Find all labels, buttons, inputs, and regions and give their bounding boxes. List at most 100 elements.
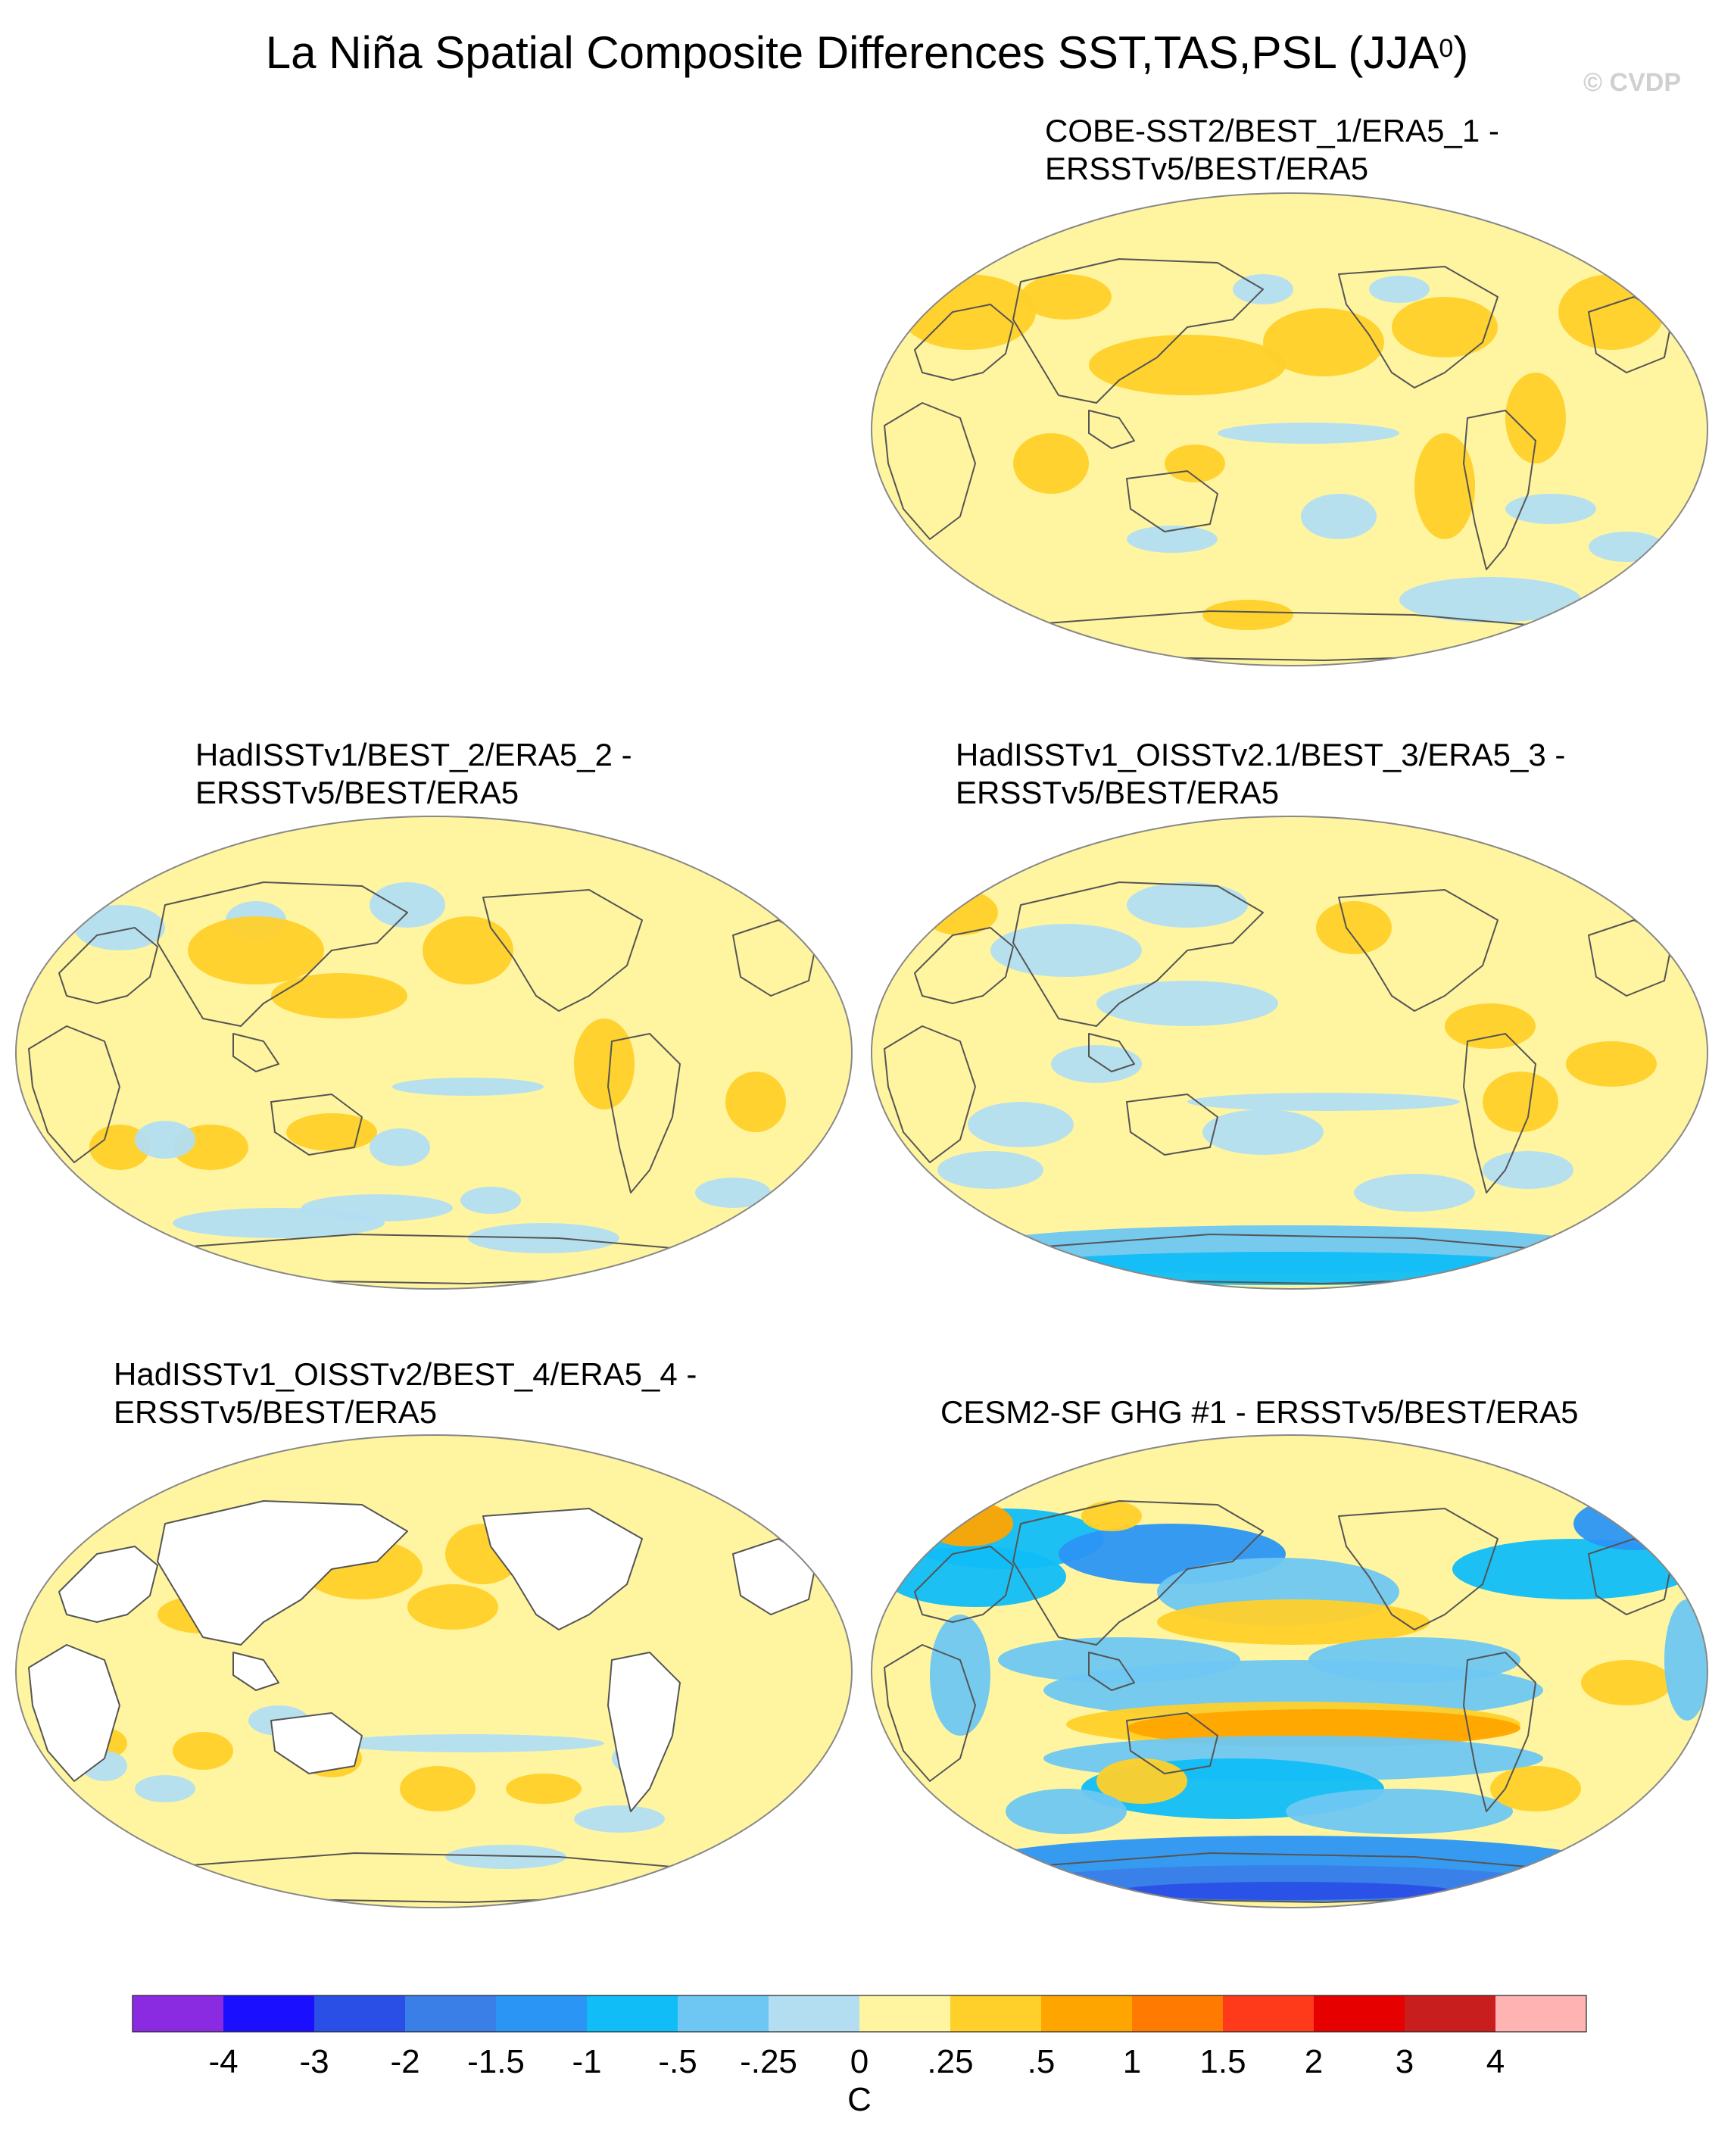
map-border: [14, 1434, 853, 1908]
colorbar-tick-label: 4: [1486, 2043, 1505, 2080]
coastline: [914, 1546, 1014, 1623]
colorbar-box: [1223, 1995, 1314, 2032]
colorbar-outline: [132, 1995, 1587, 2033]
coastline: [28, 1644, 120, 1782]
ocean-background: [16, 1435, 852, 1908]
colorbar-box: [678, 1995, 769, 2032]
coastline: [732, 1538, 817, 1615]
coastline: [607, 1652, 681, 1812]
map-border: [870, 816, 1709, 1290]
colorbar-tick-label: 1.5: [1199, 2043, 1246, 2080]
anomaly-patch: [1505, 373, 1566, 463]
colorbar-tick-label: 2: [1305, 2043, 1323, 2080]
anomaly-patch: [930, 1615, 990, 1736]
coastline: [914, 927, 1014, 1004]
anomaly-patch: [1560, 639, 1587, 651]
anomaly-patch: [1096, 981, 1278, 1026]
colorbar-tick-label: 1: [1123, 2043, 1141, 2080]
anomaly-patch: [1528, 627, 1573, 648]
coastline: [1463, 1652, 1536, 1812]
anomaly-patch: [1452, 1539, 1695, 1599]
coastline: [884, 1025, 976, 1163]
panel-title-5: CESM2-SF GHG #1 - ERSSTv5/BEST/ERA5: [940, 1393, 1579, 1431]
coastline: [232, 1652, 279, 1691]
panel-title-4: HadISSTv1_OISSTv2/BEST_4/ERA5_4 - ERSSTv5…: [114, 1356, 697, 1431]
anomaly-patch: [1566, 1041, 1657, 1087]
coastline: [1338, 1508, 1499, 1630]
anomaly-patch: [1505, 494, 1596, 524]
anomaly-patch: [1414, 433, 1475, 539]
map-border: [870, 1434, 1709, 1908]
anomaly-patch: [1187, 1093, 1460, 1111]
coastline: [157, 881, 408, 1027]
title-superscript: 0: [1439, 34, 1454, 63]
anomaly-patch: [695, 1178, 771, 1208]
main-title: La Niña Spatial Composite Differences SS…: [0, 23, 1734, 83]
anomaly-patch: [1286, 1789, 1513, 1834]
coastline: [1588, 919, 1673, 997]
anomaly-patch: [1392, 297, 1498, 357]
anomaly-patch: [922, 1501, 1013, 1546]
panel-4-title-line2: ERSSTv5/BEST/ERA5: [114, 1394, 438, 1430]
anomaly-patch: [1354, 1174, 1475, 1212]
coastline: [914, 304, 1014, 381]
panel-1-title-line1: COBE-SST2/BEST_1/ERA5_1 -: [1045, 113, 1499, 148]
coastline: [1088, 410, 1135, 449]
anomaly-patch: [1202, 1109, 1324, 1155]
colorbar-box: [133, 1995, 223, 2032]
panel-1-title-line2: ERSSTv5/BEST/ERA5: [1045, 151, 1369, 186]
colorbar-box: [769, 1995, 859, 2032]
map-field: [872, 193, 1707, 666]
anomaly-patch: [1157, 1599, 1430, 1645]
coastline: [1012, 881, 1264, 1027]
anomaly-patch: [1202, 600, 1293, 630]
anomaly-patch: [460, 1187, 521, 1214]
anomaly-patch: [370, 882, 445, 928]
coastline: [1126, 1712, 1218, 1774]
anomaly-patch: [1089, 335, 1286, 395]
title-close: ): [1453, 27, 1469, 78]
anomaly-patch: [1119, 1882, 1452, 1900]
anomaly-patch: [1127, 882, 1248, 928]
coastline: [1088, 1652, 1135, 1691]
coastline: [157, 1500, 408, 1646]
anomaly-patch: [286, 1113, 377, 1151]
coastline: [1126, 470, 1218, 532]
coastline: [607, 1033, 681, 1193]
colorbar-box: [587, 1995, 678, 2032]
coastline: [270, 1094, 363, 1156]
anomaly-patch: [173, 837, 203, 852]
panel-title-1: COBE-SST2/BEST_1/ERA5_1 - ERSSTv5/BEST/ER…: [1045, 112, 1499, 188]
anomaly-patch: [937, 1151, 1043, 1189]
panel-title-3: HadISSTv1_OISSTv2.1/BEST_3/ERA5_3 - ERSST…: [956, 736, 1565, 812]
coastline: [1338, 889, 1499, 1012]
anomaly-patch: [1127, 526, 1218, 553]
anomaly-patch: [392, 1078, 544, 1096]
colorbar-units: C: [847, 2081, 872, 2118]
colorbar-tick-label: -2: [390, 2043, 419, 2080]
coastline: [58, 1546, 158, 1623]
anomaly-patch: [188, 916, 324, 984]
anomaly-patch: [407, 1584, 498, 1630]
anomaly-patch: [135, 1775, 195, 1802]
title-text: La Niña Spatial Composite Differences SS…: [265, 27, 1439, 78]
anomaly-patch: [1483, 1072, 1558, 1132]
map-panel-4: [14, 1434, 853, 1908]
colorbar-box: [1314, 1995, 1405, 2032]
coastline: [1126, 1094, 1218, 1156]
anomaly-patch: [1573, 1497, 1695, 1550]
map-field: [16, 1435, 852, 1908]
panel-5-title-line1: CESM2-SF GHG #1 - ERSSTv5/BEST/ERA5: [940, 1394, 1579, 1430]
coastline: [232, 1033, 279, 1072]
map-panel-1: [870, 192, 1709, 666]
anomaly-patch: [271, 973, 407, 1019]
colorbar-box: [1132, 1995, 1223, 2032]
coastline: [1588, 296, 1673, 373]
anomaly-patch: [135, 1121, 195, 1159]
anomaly-patch: [1301, 494, 1377, 539]
colorbar-box: [223, 1995, 314, 2032]
coastline: [884, 1644, 976, 1782]
anomaly-patch: [1558, 274, 1664, 350]
colorbar-tick-label: -.5: [658, 2043, 697, 2080]
anomaly-patch: [370, 1128, 430, 1166]
